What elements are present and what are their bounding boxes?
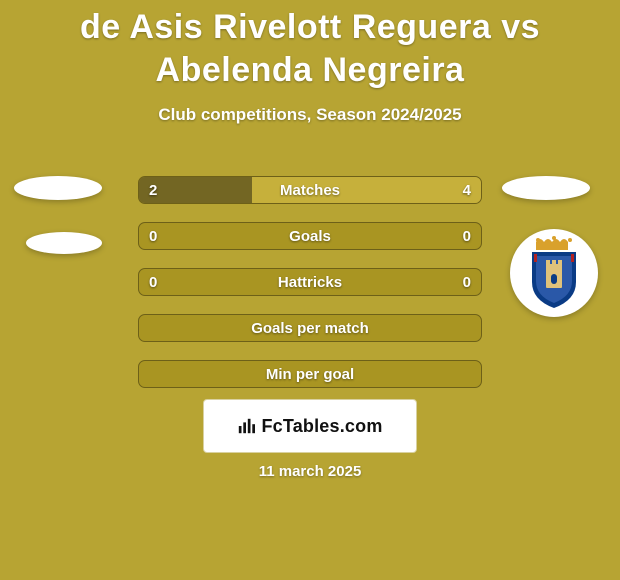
stat-label: Hattricks xyxy=(139,269,481,295)
stat-right-value: 4 xyxy=(463,177,471,203)
stat-row: Min per goal xyxy=(138,360,482,388)
footer-date: 11 march 2025 xyxy=(0,463,620,480)
comparison-bars: Matches24Goals00Hattricks00Goals per mat… xyxy=(138,176,482,406)
stat-label: Matches xyxy=(139,177,481,203)
stat-left-value: 0 xyxy=(149,223,157,249)
stat-label: Goals xyxy=(139,223,481,249)
bars-icon xyxy=(237,417,255,435)
player-left-club-placeholder xyxy=(26,232,102,254)
subtitle: Club competitions, Season 2024/2025 xyxy=(0,105,620,125)
stat-label: Min per goal xyxy=(139,361,481,387)
shield-icon xyxy=(524,236,584,310)
player-right-club-crest xyxy=(510,229,598,317)
stat-right-value: 0 xyxy=(463,223,471,249)
stat-label: Goals per match xyxy=(139,315,481,341)
brand-text: FcTables.com xyxy=(261,416,382,437)
stat-row: Goals per match xyxy=(138,314,482,342)
player-right-avatar-placeholder xyxy=(502,176,590,200)
comparison-card: de Asis Rivelott Reguera vs Abelenda Neg… xyxy=(0,0,620,580)
stat-row: Goals0 0 xyxy=(138,222,482,250)
stat-left-value: 0 xyxy=(149,269,157,295)
stat-right-value: 0 xyxy=(463,269,471,295)
stat-row: Hattricks0 0 xyxy=(138,268,482,296)
page-title: de Asis Rivelott Reguera vs Abelenda Neg… xyxy=(0,0,620,91)
stat-row: Matches2 4 xyxy=(138,176,482,204)
brand-badge: FcTables.com xyxy=(203,399,417,453)
player-left-avatar-placeholder xyxy=(14,176,102,200)
stat-left-value: 2 xyxy=(149,177,157,203)
